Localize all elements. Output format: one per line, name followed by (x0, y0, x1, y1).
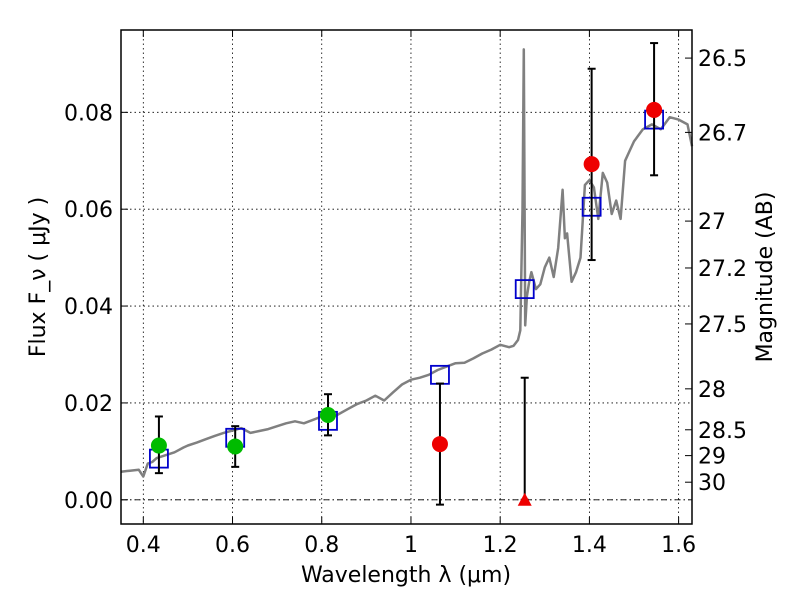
plot-frame (120, 29, 693, 525)
magnitude-tick-label: 30 (698, 471, 726, 496)
model-point-marker (514, 279, 535, 300)
x-tick-label: 1 (404, 533, 418, 558)
magnitude-tick-label: 29 (698, 445, 726, 470)
observed-point-marker (646, 101, 663, 118)
y-tick-labels: 0.00 0.02 0.04 0.06 0.08 (64, 101, 113, 513)
x-tick-label: 0.8 (304, 533, 339, 558)
observed-point-marker (431, 436, 448, 453)
observed-point-marker (583, 156, 600, 173)
y-tick-label: 0.00 (64, 489, 113, 514)
x-axis-label: Wavelength λ (μm) (301, 563, 511, 588)
y-tick-label: 0.08 (64, 101, 113, 126)
grid-lines (121, 30, 692, 524)
y-tick-label: 0.04 (64, 295, 113, 320)
magnitude-tick-label: 28 (698, 378, 726, 403)
x-tick-label: 1.4 (572, 533, 607, 558)
x-tick-label: 1.2 (483, 533, 518, 558)
axis-ticks (121, 30, 692, 524)
x-tick-label: 0.4 (126, 533, 161, 558)
magnitude-tick-label: 28.5 (698, 419, 747, 444)
y-axis-label-right: Magnitude (AB) (753, 192, 778, 363)
magnitude-tick-label: 26.7 (698, 121, 747, 146)
magnitude-tick-label: 27.5 (698, 313, 747, 338)
observed-point-marker (227, 438, 244, 455)
x-tick-label: 0.6 (215, 533, 250, 558)
observed-points (150, 101, 663, 506)
y-tick-label: 0.06 (64, 198, 113, 223)
x-tick-labels: 0.4 0.6 0.8 1 1.2 1.4 1.6 (126, 533, 696, 558)
y-tick-label: 0.02 (64, 392, 113, 417)
magnitude-tick-label: 26.5 (698, 47, 747, 72)
magnitude-tick-label: 27 (698, 210, 726, 235)
x-tick-label: 1.6 (661, 533, 696, 558)
y-axis-label-left: Flux F_ν ( μJy ) (26, 197, 51, 357)
magnitude-tick-label: 27.2 (698, 257, 747, 282)
upper-limit-marker (517, 492, 532, 506)
observed-point-marker (319, 407, 336, 424)
observed-point-marker (150, 437, 167, 454)
